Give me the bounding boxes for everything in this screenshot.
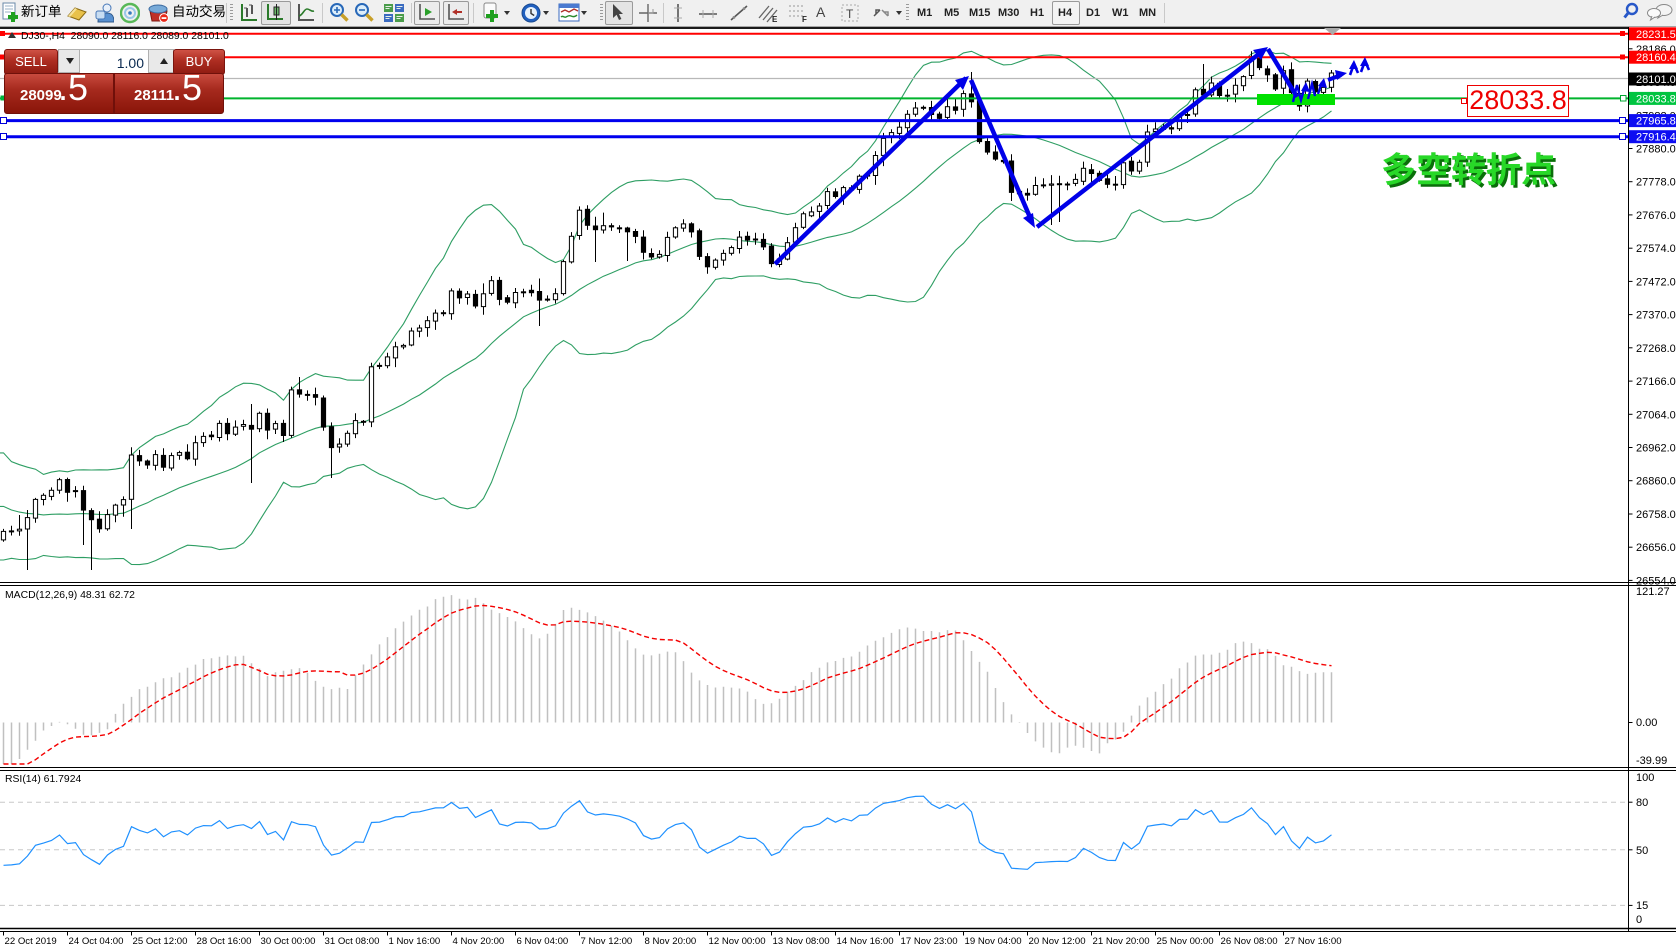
svg-text:0.00: 0.00 xyxy=(1636,717,1657,729)
svg-text:22 Oct 2019: 22 Oct 2019 xyxy=(5,936,57,947)
svg-text:27472.0: 27472.0 xyxy=(1636,276,1676,288)
svg-text:28101.0: 28101.0 xyxy=(1636,74,1676,86)
svg-text:28160.4: 28160.4 xyxy=(1636,52,1676,64)
svg-text:19 Nov 04:00: 19 Nov 04:00 xyxy=(965,936,1022,947)
svg-text:17 Nov 23:00: 17 Nov 23:00 xyxy=(901,936,958,947)
svg-text:-39.99: -39.99 xyxy=(1636,755,1667,767)
svg-text:20 Nov 12:00: 20 Nov 12:00 xyxy=(1029,936,1086,947)
svg-text:E: E xyxy=(772,15,778,24)
svg-text:100: 100 xyxy=(1636,772,1654,784)
svg-text:0: 0 xyxy=(1636,914,1642,926)
svg-text:26758.0: 26758.0 xyxy=(1636,509,1676,521)
svg-text:15: 15 xyxy=(1636,900,1648,912)
svg-text:27370.0: 27370.0 xyxy=(1636,310,1676,322)
svg-text:28033.8: 28033.8 xyxy=(1636,93,1676,105)
svg-text:7 Nov 12:00: 7 Nov 12:00 xyxy=(581,936,633,947)
svg-text:12 Nov 00:00: 12 Nov 00:00 xyxy=(709,936,766,947)
svg-text:24 Oct 04:00: 24 Oct 04:00 xyxy=(69,936,124,947)
svg-text:26962.0: 26962.0 xyxy=(1636,443,1676,455)
svg-text:25 Nov 00:00: 25 Nov 00:00 xyxy=(1157,936,1214,947)
svg-text:30 Oct 00:00: 30 Oct 00:00 xyxy=(261,936,316,947)
svg-text:27916.4: 27916.4 xyxy=(1636,132,1676,144)
svg-text:MACD(12,26,9) 48.31 62.72: MACD(12,26,9) 48.31 62.72 xyxy=(5,590,135,601)
svg-text:25 Oct 12:00: 25 Oct 12:00 xyxy=(133,936,188,947)
svg-text:27965.8: 27965.8 xyxy=(1636,116,1676,128)
svg-text:50: 50 xyxy=(1636,845,1648,857)
svg-text:27574.0: 27574.0 xyxy=(1636,243,1676,255)
svg-text:80: 80 xyxy=(1636,797,1648,809)
svg-text:21 Nov 20:00: 21 Nov 20:00 xyxy=(1093,936,1150,947)
svg-text:27676.0: 27676.0 xyxy=(1636,210,1676,222)
svg-text:F: F xyxy=(802,15,807,24)
svg-text:121.27: 121.27 xyxy=(1636,586,1670,598)
svg-text:13 Nov 08:00: 13 Nov 08:00 xyxy=(773,936,830,947)
svg-text:28 Oct 16:00: 28 Oct 16:00 xyxy=(197,936,252,947)
svg-text:6 Nov 04:00: 6 Nov 04:00 xyxy=(517,936,569,947)
svg-text:27880.0: 27880.0 xyxy=(1636,144,1676,156)
svg-text:4 Nov 20:00: 4 Nov 20:00 xyxy=(453,936,505,947)
svg-text:31 Oct 08:00: 31 Oct 08:00 xyxy=(325,936,380,947)
svg-text:T: T xyxy=(846,7,854,21)
svg-text:26860.0: 26860.0 xyxy=(1636,476,1676,488)
svg-text:8 Nov 20:00: 8 Nov 20:00 xyxy=(645,936,697,947)
svg-text:27166.0: 27166.0 xyxy=(1636,376,1676,388)
svg-text:1 Nov 16:00: 1 Nov 16:00 xyxy=(389,936,441,947)
svg-text:27064.0: 27064.0 xyxy=(1636,409,1676,421)
svg-text:26 Nov 08:00: 26 Nov 08:00 xyxy=(1221,936,1278,947)
svg-text:27778.0: 27778.0 xyxy=(1636,177,1676,189)
svg-text:28231.5: 28231.5 xyxy=(1636,29,1676,41)
svg-text:26656.0: 26656.0 xyxy=(1636,542,1676,554)
svg-text:27268.0: 27268.0 xyxy=(1636,343,1676,355)
svg-text:27 Nov 16:00: 27 Nov 16:00 xyxy=(1285,936,1342,947)
svg-text:DJ30-,H4 28090.0 28116.0 2808: DJ30-,H4 28090.0 28116.0 28089.0 28101.0 xyxy=(21,31,229,42)
svg-text:26554.0: 26554.0 xyxy=(1636,575,1676,587)
svg-text:RSI(14) 61.7924: RSI(14) 61.7924 xyxy=(5,774,81,785)
svg-text:14 Nov 16:00: 14 Nov 16:00 xyxy=(837,936,894,947)
